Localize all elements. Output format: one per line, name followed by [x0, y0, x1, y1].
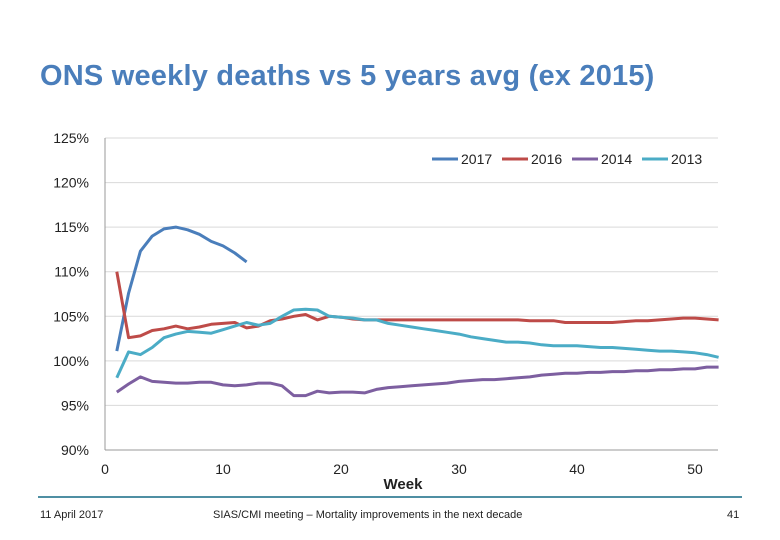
y-tick-label: 100%: [53, 353, 89, 369]
x-tick-label: 0: [101, 461, 109, 477]
footer-text: SIAS/CMI meeting – Mortality improvement…: [213, 509, 523, 521]
series-line-2017: [115, 225, 248, 352]
x-tick-label: 20: [333, 461, 349, 477]
legend-label-2017: 2017: [461, 151, 492, 167]
legend-label-2013: 2013: [671, 151, 702, 167]
legend-label-2014: 2014: [601, 151, 632, 167]
y-tick-label: 115%: [54, 219, 89, 235]
legend-label-2016: 2016: [531, 151, 562, 167]
x-tick-label: 50: [687, 461, 703, 477]
y-tick-label: 125%: [53, 130, 89, 146]
x-tick-label: 40: [569, 461, 585, 477]
y-tick-label: 110%: [54, 264, 89, 280]
series-line-2014: [115, 365, 719, 398]
y-tick-label: 90%: [61, 442, 89, 458]
y-tick-label: 95%: [61, 397, 89, 413]
x-axis-label: Week: [384, 476, 424, 493]
slide-title: ONS weekly deaths vs 5 years avg (ex 201…: [40, 60, 655, 92]
line-chart: 90% 95% 100% 105% 110% 115% 120% 125% 0 10 20 30 40 5…: [53, 130, 719, 493]
footer-date: 11 April 2017: [40, 509, 104, 521]
footer-divider: [38, 496, 742, 498]
x-tick-label: 10: [215, 461, 231, 477]
y-tick-label: 120%: [53, 175, 89, 191]
x-tick-label: 30: [451, 461, 467, 477]
y-tick-label: 105%: [53, 308, 89, 324]
page-number: 41: [727, 509, 740, 521]
series-line-2013: [115, 307, 719, 379]
series-line-2016: [115, 271, 719, 340]
